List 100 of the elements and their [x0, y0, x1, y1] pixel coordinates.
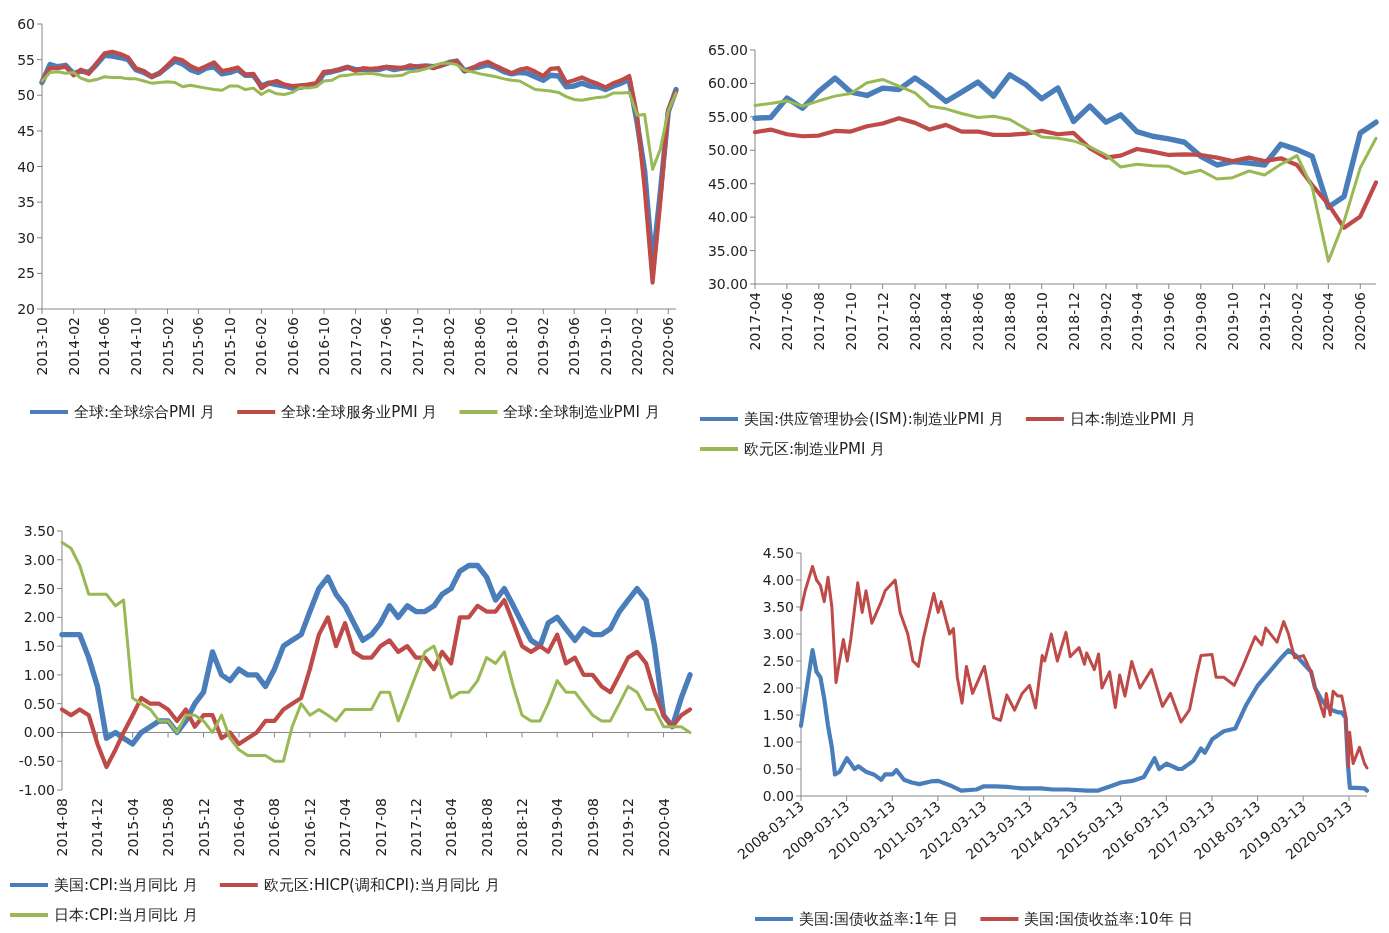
x-tick-label: 2018-10 — [503, 317, 520, 376]
x-tick-label: 2015-02 — [159, 317, 176, 376]
y-tick-label: 45 — [17, 122, 35, 139]
legend-label: 全球:全球服务业PMI 月 — [281, 403, 438, 421]
x-tick-label: 2017-12 — [407, 798, 424, 857]
x-tick-label: 2015-06 — [190, 316, 207, 376]
legend-label: 全球:全球综合PMI 月 — [74, 403, 216, 421]
y-tick-label: 3.00 — [23, 551, 55, 568]
line-series — [752, 116, 1379, 230]
y-tick-label: -0.50 — [18, 753, 55, 770]
y-tick-label: 1.00 — [23, 666, 55, 683]
x-tick-label: 2018-02 — [907, 292, 924, 351]
y-tick-label: 40.00 — [707, 209, 748, 226]
x-tick-label: 2016-06 — [284, 316, 301, 376]
x-tick-label: 2015-08 — [160, 798, 177, 857]
x-tick-label: 2019-06 — [1160, 291, 1177, 351]
y-tick-label: 4.00 — [762, 572, 794, 588]
y-tick-label: 55.00 — [707, 108, 748, 125]
x-tick-label: 2017-10 — [842, 292, 859, 351]
x-tick-label: 2017-06 — [378, 316, 395, 376]
x-tick-label: 2019-08 — [584, 798, 601, 857]
x-tick-label: 2019-10 — [597, 317, 614, 376]
x-tick-label: 2016-02 — [253, 317, 270, 376]
x-tick-label: 2018-08 — [478, 798, 495, 857]
x-tick-label: 2016-10 — [315, 317, 332, 376]
x-tick-label: 2014-06 — [96, 316, 113, 376]
y-tick-label: 1.00 — [762, 734, 794, 750]
x-tick-label: 2018-02 — [441, 317, 458, 376]
x-tick-label: 2019-04 — [1128, 291, 1145, 351]
legend-label: 美国:供应管理协会(ISM):制造业PMI 月 — [744, 410, 1004, 428]
x-tick-label: 2019-12 — [620, 798, 637, 857]
x-tick-label: 2019-02 — [535, 317, 552, 376]
x-tick-label: 2014-02 — [65, 317, 82, 376]
y-tick-label: 2.00 — [762, 680, 794, 696]
x-tick-label: 2017-12 — [874, 292, 891, 351]
x-tick-label: 2018-06 — [969, 291, 986, 351]
x-tick-label: 2020-02 — [1289, 292, 1305, 351]
x-tick-label: 2017-04 — [337, 797, 354, 857]
x-tick-label: 2019-12 — [1256, 292, 1273, 351]
x-tick-label: 2020-06 — [660, 316, 677, 376]
y-tick-label: 50 — [17, 87, 35, 104]
y-tick-label: 65.00 — [707, 42, 748, 58]
x-tick-label: 2020-06 — [1352, 291, 1369, 351]
x-tick-label: 2019-06 — [566, 316, 583, 376]
x-tick-label: 2020-02 — [629, 317, 646, 376]
x-tick-label: 2019-10 — [1224, 292, 1241, 351]
line-series — [799, 565, 1369, 770]
x-tick-label: 2019-08 — [1192, 292, 1209, 351]
y-tick-label: 40 — [17, 158, 35, 175]
legend-label: 美国:国债收益率:10年 日 — [1024, 910, 1194, 928]
x-tick-label: 2017-06 — [778, 291, 795, 351]
x-tick-label: 2018-04 — [937, 291, 954, 351]
x-tick-label: 2017-08 — [810, 292, 827, 351]
legend-label: 欧元区:HICP(调和CPI):当月同比 月 — [263, 876, 500, 894]
x-tick-label: 2018-12 — [514, 798, 531, 857]
y-tick-label: 3.50 — [762, 599, 794, 615]
line-series — [60, 541, 692, 763]
y-tick-label: 1.50 — [23, 638, 55, 655]
x-tick-label: 2015-10 — [221, 317, 238, 376]
x-tick-label: 2018-08 — [1001, 292, 1018, 351]
line-series — [59, 597, 693, 770]
x-tick-label: 2017-10 — [409, 317, 426, 376]
x-tick-label: 2014-10 — [127, 317, 144, 376]
x-tick-label: 2015-04 — [124, 797, 141, 857]
legend-label: 日本:CPI:当月同比 月 — [54, 906, 198, 924]
x-tick-label: 2020-04 — [1320, 291, 1337, 351]
y-tick-label: -1.00 — [18, 782, 55, 798]
y-tick-label: 2.50 — [23, 580, 55, 597]
x-tick-label: 2015-12 — [195, 798, 212, 857]
x-tick-label: 2017-02 — [347, 317, 364, 376]
x-tick-label: 2018-12 — [1065, 292, 1082, 351]
x-tick-label: 2016-12 — [301, 798, 318, 857]
legend-label: 美国:国债收益率:1年 日 — [799, 910, 959, 928]
y-tick-label: 0.50 — [23, 695, 55, 712]
y-tick-label: 55 — [17, 51, 35, 68]
x-tick-label: 2018-06 — [472, 316, 489, 376]
y-tick-label: 1.50 — [762, 707, 794, 723]
legend-label: 美国:CPI:当月同比 月 — [54, 876, 198, 894]
x-tick-label: 2017-04 — [747, 291, 763, 351]
legend-label: 日本:制造业PMI 月 — [1069, 410, 1197, 428]
x-tick-label: 2018-04 — [443, 797, 460, 857]
y-tick-label: 35.00 — [707, 242, 748, 259]
x-tick-label: 2019-04 — [549, 797, 566, 857]
legend-label: 全球:全球制造业PMI 月 — [503, 403, 660, 421]
y-tick-label: 35 — [17, 194, 35, 211]
y-tick-label: 0.50 — [762, 761, 794, 777]
line-series — [40, 61, 678, 171]
line-series — [753, 77, 1378, 263]
x-tick-label: 2017-08 — [372, 798, 389, 857]
y-tick-label: 45.00 — [707, 175, 748, 192]
y-tick-label: 30 — [17, 229, 35, 246]
x-tick-label: 2014-08 — [54, 798, 70, 857]
x-tick-label: 2020-04 — [655, 797, 672, 857]
y-tick-label: 50.00 — [707, 142, 748, 159]
x-tick-label: 2019-02 — [1098, 292, 1115, 351]
y-tick-label: 3.50 — [23, 523, 55, 539]
y-tick-label: 4.50 — [762, 545, 794, 561]
y-tick-label: 25 — [17, 265, 35, 282]
y-tick-label: 0.00 — [762, 788, 794, 804]
y-tick-label: 60 — [17, 16, 35, 32]
